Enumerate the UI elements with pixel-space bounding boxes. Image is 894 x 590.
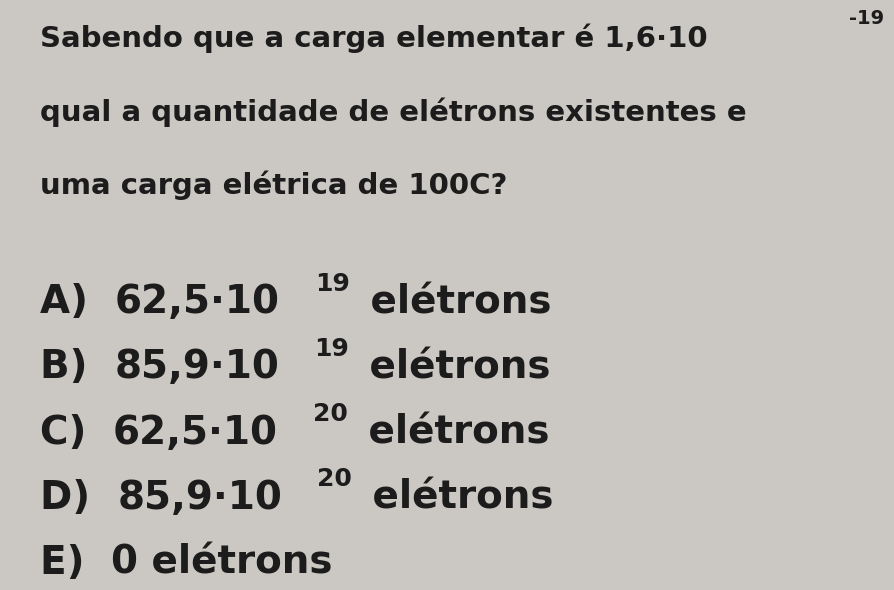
Text: 20: 20 — [313, 402, 348, 426]
Text: 19: 19 — [315, 271, 350, 296]
Text: qual a quantidade de elétrons existentes e: qual a quantidade de elétrons existentes… — [40, 97, 747, 126]
Text: 85,9·10: 85,9·10 — [117, 478, 283, 517]
Text: elétrons: elétrons — [355, 414, 550, 451]
Text: 62,5·10: 62,5·10 — [113, 414, 278, 451]
Text: E): E) — [40, 544, 98, 582]
Text: 19: 19 — [314, 337, 349, 360]
Text: C): C) — [40, 414, 100, 451]
Text: 85,9·10: 85,9·10 — [114, 349, 279, 386]
Text: 0 elétrons: 0 elétrons — [111, 544, 333, 582]
Text: 20: 20 — [317, 467, 352, 491]
Text: elétrons: elétrons — [357, 283, 552, 321]
Text: uma carga elétrica de 100C?: uma carga elétrica de 100C? — [40, 171, 508, 200]
Text: 62,5·10: 62,5·10 — [115, 283, 280, 321]
Text: Sabendo que a carga elementar é 1,6·10: Sabendo que a carga elementar é 1,6·10 — [40, 24, 708, 53]
Text: -19: -19 — [848, 9, 883, 28]
Text: B): B) — [40, 349, 102, 386]
Text: elétrons: elétrons — [356, 349, 551, 386]
Text: A): A) — [40, 283, 102, 321]
Text: D): D) — [40, 478, 104, 517]
Text: elétrons: elétrons — [359, 478, 553, 517]
